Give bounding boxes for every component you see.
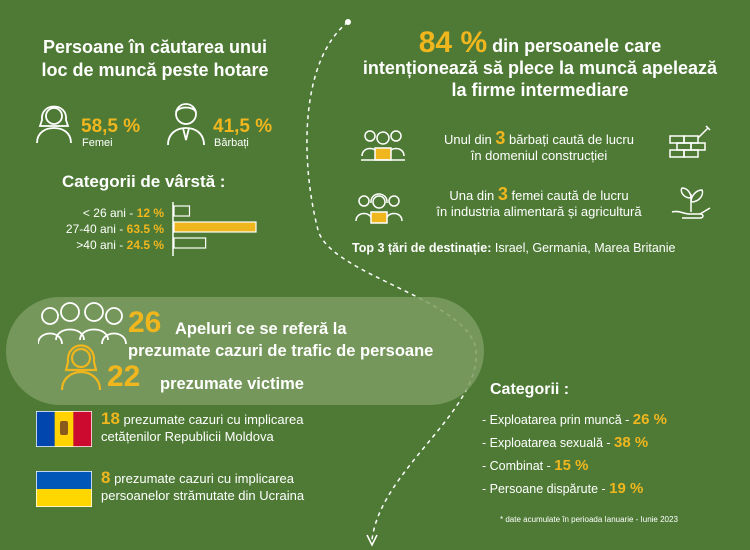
age-row: < 26 ani - 12 % [82,206,164,220]
category-value: 38 % [614,434,649,451]
age-value: 24.5 % [126,238,164,252]
age-bar [173,205,191,217]
calls-text-line-1: Apeluri ce se referă la [175,320,347,338]
stat-number: 3 [497,184,508,204]
ukraine-flag-icon [36,471,92,507]
age-value: 12 % [136,206,164,220]
ukraine-text-line-1: prezumate cazuri cu implicarea [110,471,294,486]
ukraine-cases-text: 8 prezumate cazuri cu implicarea persoan… [101,469,361,504]
category-item: - Exploatarea prin muncă - 26 % [482,411,667,428]
top-destinations: Top 3 țări de destinație: Israel, German… [352,241,675,255]
victims-text: prezumate victime [160,375,304,393]
ukraine-text-line-2: persoanelor strămutate din Ucraina [101,488,305,503]
age-row: >40 ani - 24.5 % [76,238,164,252]
title-line-2: loc de muncă peste hotare [41,60,269,80]
woman-icon [34,96,74,144]
headline-line-1: din persoanele care [492,36,662,56]
women-percent: 58,5 % [81,116,141,137]
age-label: < 26 ani [82,206,126,220]
men-construction-stat: Unul din 3 bărbați caută de lucru în dom… [414,128,664,164]
ukraine-cases-number: 8 [101,468,111,487]
women-agriculture-stat: Una din 3 femei caută de lucru în indust… [408,184,670,220]
category-item: - Exploatarea sexuală - 38 % [482,434,648,451]
moldova-text-line-1: prezumate cazuri cu implicarea [119,412,304,427]
category-value: 26 % [632,411,667,428]
moldova-flag-icon [36,411,92,447]
age-value: 63.5 % [126,222,164,236]
section-title-jobs-abroad: Persoane în căutarea unui loc de muncă p… [20,36,290,82]
category-item: - Combinat - 15 % [482,457,588,474]
headline-line-3: la firme intermediare [451,80,629,100]
category-label: - Exploatarea prin muncă - [482,413,633,427]
headline-percent: 84 % [418,26,488,59]
title-line-1: Persoane în căutarea unui [42,37,268,57]
calls-text-line-2: prezumate cazuri de trafic de persoane [128,342,434,360]
moldova-cases-text: 18 prezumate cazuri cu implicarea cetățe… [101,410,361,445]
category-label: - Exploatarea sexuală - [482,436,615,450]
victims-number: 22 [107,360,141,393]
age-bar [173,221,257,233]
crowd-icon [37,300,128,397]
category-value: 19 % [609,480,644,497]
intermediary-headline: 84 % din persoanele care intenționează s… [340,28,740,101]
stat-line-2: în domeniul construcției [470,148,608,163]
workers-group-icon [360,126,406,167]
moldova-text-line-2: cetățenilor Republicii Moldova [101,429,274,444]
age-bar-chart [172,202,257,256]
category-label: - Combinat - [482,459,555,473]
stat-suffix: bărbați caută de lucru [508,132,634,147]
man-icon [165,100,207,146]
stat-number: 3 [495,128,506,148]
category-value: 15 % [554,457,589,474]
stat-prefix: Una din [449,188,495,203]
moldova-cases-number: 18 [101,409,120,428]
stat-line-2: în industria alimentară și agricultură [436,204,642,219]
women-label: Femei [82,137,113,149]
bricks-trowel-icon [668,124,712,165]
age-bar [173,237,207,249]
top3-value: Israel, Germania, Marea Britanie [491,241,676,255]
calls-number: 26 [128,306,162,339]
categories-title: Categorii : [490,381,570,398]
men-percent: 41,5 % [213,116,273,137]
category-label: - Persoane dispărute - [482,482,610,496]
age-row: 27-40 ani - 63.5 % [65,222,164,236]
men-label: Bărbați [214,137,249,149]
women-group-icon [354,189,404,230]
hand-plant-icon [668,184,714,229]
top3-label: Top 3 țări de destinație: [352,241,492,255]
age-categories-title: Categorii de vârstă : [62,172,226,191]
age-label: 27-40 ani [65,222,116,236]
stat-suffix: femei caută de lucru [511,188,629,203]
headline-line-2: intenționează să plece la muncă apelează [362,58,718,78]
footnote: * date acumulate în perioada Ianuarie - … [500,515,678,524]
age-label: >40 ani [76,238,116,252]
category-item: - Persoane dispărute - 19 % [482,480,643,497]
stat-prefix: Unul din [444,132,492,147]
